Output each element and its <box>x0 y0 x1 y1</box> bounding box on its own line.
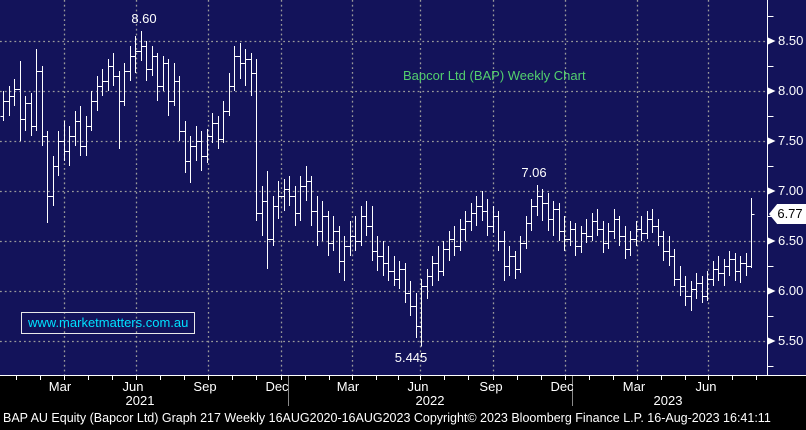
x-axis-strip: Mar Jun Sep Dec Mar Jun Sep Dec Mar Jun 2021 2022 20… <box>0 376 806 408</box>
x-axis-month-tick <box>329 376 330 380</box>
x-axis-month-tick <box>517 376 518 380</box>
x-axis-month-tick <box>589 376 590 380</box>
x-axis-month-tick <box>184 376 185 380</box>
x-axis-month-label: Mar <box>48 379 72 394</box>
x-axis-month-tick <box>208 376 209 380</box>
x-axis-month-tick <box>88 376 89 380</box>
x-axis-month-tick <box>352 376 353 380</box>
x-axis-month-tick <box>398 376 399 380</box>
x-axis-month-label: Sep <box>193 379 217 394</box>
x-axis-month-tick <box>64 376 65 380</box>
price-chart-canvas[interactable] <box>0 0 806 376</box>
x-axis-month-label: Sep <box>479 379 503 394</box>
x-axis-month-tick <box>565 376 566 380</box>
x-axis-month-tick <box>444 376 445 380</box>
x-axis-year-label: 2021 <box>125 393 155 408</box>
x-axis-month-tick <box>756 376 757 380</box>
x-axis-year-label: 2023 <box>653 393 683 408</box>
x-axis-month-tick <box>732 376 733 380</box>
x-axis-year-separator <box>572 376 573 406</box>
x-axis-month-tick <box>160 376 161 380</box>
x-axis-month-tick <box>232 376 233 380</box>
x-axis-month-tick <box>708 376 709 380</box>
x-axis-month-label: Jun <box>407 379 429 394</box>
status-bar: BAP AU Equity (Bapcor Ltd) Graph 217 Wee… <box>0 408 806 430</box>
x-axis-month-tick <box>40 376 41 380</box>
x-axis-month-label: Dec <box>550 379 574 394</box>
x-axis-month-tick <box>685 376 686 380</box>
x-axis-month-tick <box>637 376 638 380</box>
x-axis-month-tick <box>256 376 257 380</box>
x-axis-month-label: Dec <box>265 379 289 394</box>
x-axis-month-label: Jun <box>695 379 717 394</box>
x-axis-month-tick <box>420 376 421 380</box>
x-axis-year-separator <box>288 376 289 406</box>
x-axis-month-label: Mar <box>622 379 646 394</box>
x-axis-month-tick <box>305 376 306 380</box>
x-axis-month-tick <box>16 376 17 380</box>
x-axis-month-tick <box>281 376 282 380</box>
watermark-link[interactable]: www.marketmatters.com.au <box>21 312 196 334</box>
x-axis-month-tick <box>376 376 377 380</box>
chart-title: Bapcor Ltd (BAP) Weekly Chart <box>403 68 586 83</box>
x-axis-month-tick <box>468 376 469 380</box>
x-axis-month-tick <box>136 376 137 380</box>
x-axis-month-label: Jun <box>122 379 144 394</box>
x-axis-month-tick <box>493 376 494 380</box>
x-axis-month-label: Mar <box>336 379 360 394</box>
x-axis-month-tick <box>112 376 113 380</box>
last-price-tag: 6.77 <box>769 204 806 224</box>
x-axis-month-tick <box>541 376 542 380</box>
x-axis-month-tick <box>661 376 662 380</box>
x-axis-year-label: 2022 <box>415 393 445 408</box>
x-axis-month-tick <box>613 376 614 380</box>
